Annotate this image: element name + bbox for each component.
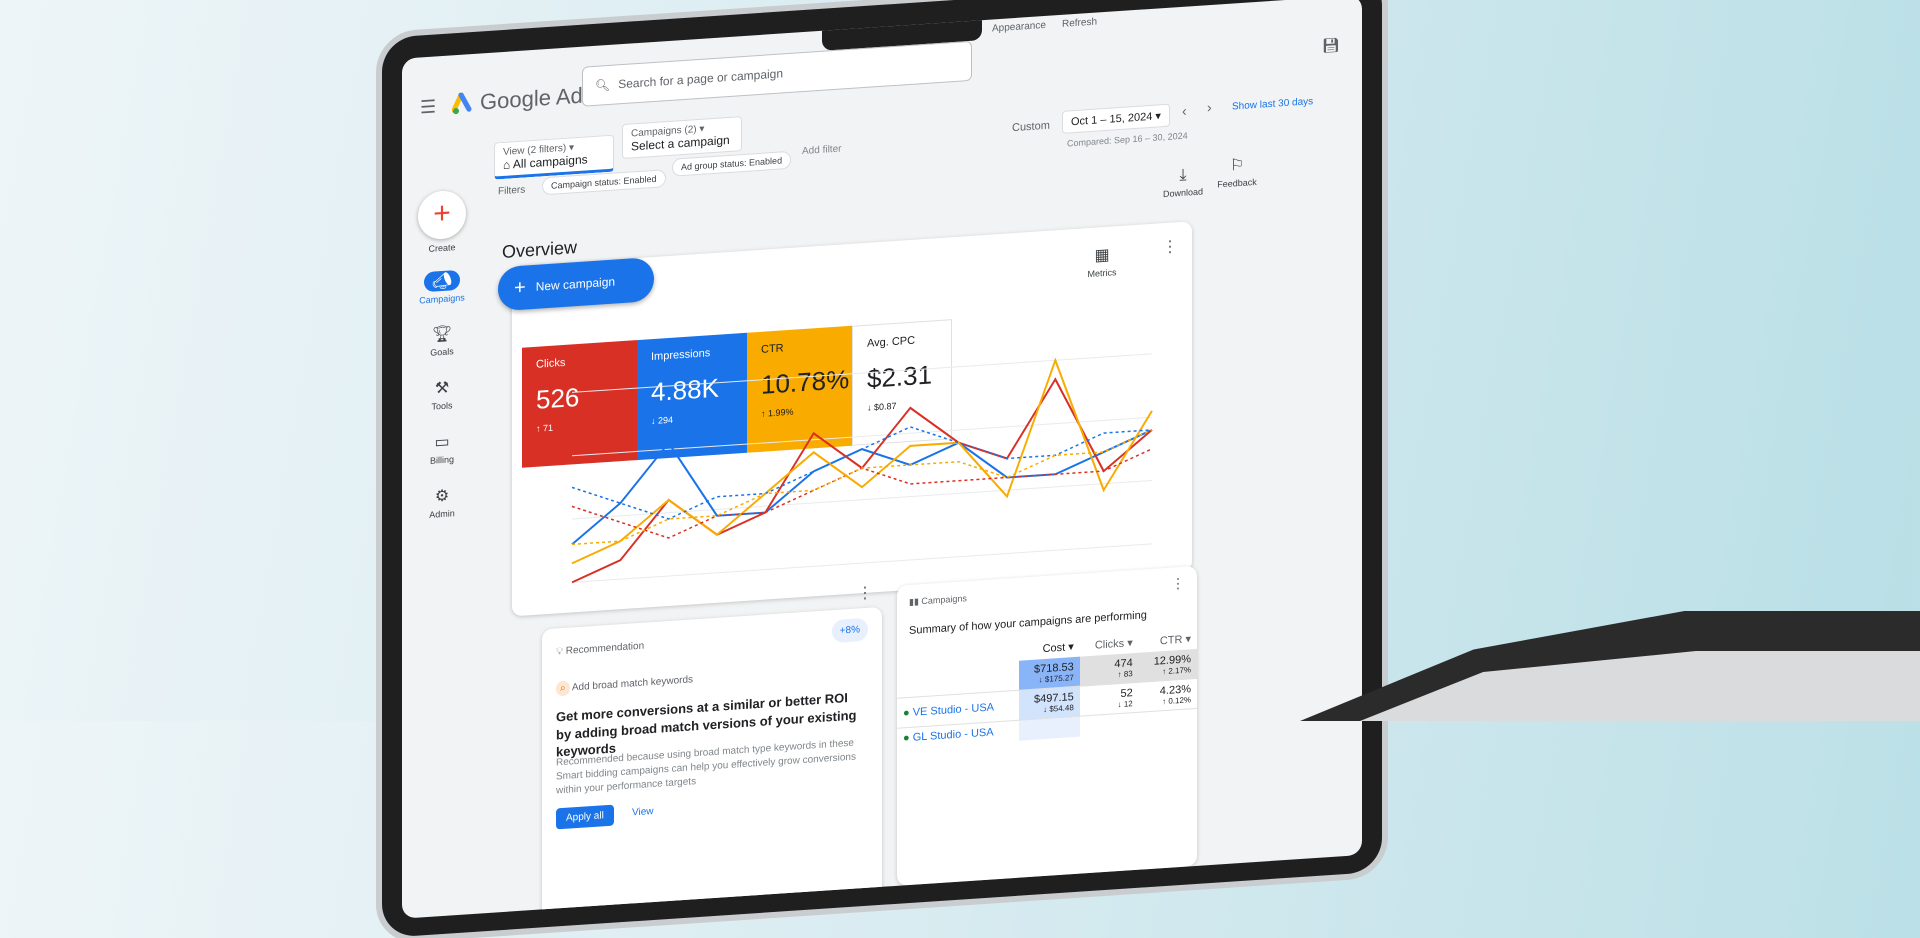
- lightbulb-icon: 💡︎: [556, 645, 566, 658]
- series-line-2: [571, 357, 1153, 565]
- recommendation-title: Recommendation: [565, 640, 645, 657]
- status-dot-icon: ●: [903, 731, 913, 745]
- custom-label: Custom: [1012, 119, 1050, 135]
- sidebar-label: Goals: [430, 346, 454, 358]
- gridline: [572, 543, 1152, 583]
- campaign-name-link[interactable]: VE Studio - USA: [912, 700, 995, 719]
- save-icon[interactable]: 💾︎: [1322, 36, 1340, 54]
- tile-label: Avg. CPC: [867, 334, 916, 350]
- refresh-link[interactable]: Refresh: [1062, 16, 1098, 30]
- sidebar-item-admin[interactable]: ⚙ Admin: [407, 484, 477, 522]
- campaigns-title: Campaigns: [921, 593, 967, 607]
- cell-delta: ↑ 0.12%: [1162, 695, 1191, 707]
- plus-icon: +: [514, 275, 526, 299]
- tools-icon: ⚒: [434, 379, 450, 398]
- series-line-1: [571, 377, 1153, 584]
- sidebar-item-campaigns[interactable]: 📣︎ Campaigns: [407, 269, 477, 307]
- search-placeholder: Search for a page or campaign: [618, 66, 783, 92]
- create-label: Create: [428, 242, 456, 254]
- appearance-link[interactable]: Appearance: [992, 19, 1046, 35]
- tile-label: CTR: [761, 342, 784, 356]
- logo[interactable]: Google Ads: [452, 82, 594, 117]
- date-range: Oct 1 – 15, 2024: [1071, 110, 1153, 129]
- sidebar-label: Tools: [431, 400, 453, 412]
- sidebar-label: Billing: [429, 454, 454, 466]
- recommendation-item: Add broad match keywords: [571, 674, 694, 694]
- filters-label: Filters: [498, 184, 526, 198]
- tile-label: Clicks: [536, 356, 566, 371]
- campaign-name-link[interactable]: GL Studio - USA: [912, 726, 994, 744]
- campaigns-dropdown[interactable]: Campaigns (2) ▾ Select a campaign: [622, 116, 742, 160]
- menu-icon[interactable]: ☰: [420, 96, 437, 118]
- series-line-4: [571, 448, 1153, 539]
- campaigns-card: ▮▮ Campaigns ⋮ Summary of how your campa…: [897, 565, 1197, 886]
- screen: Appearance Refresh ☰ Google Ads 🔍︎ Search…: [402, 0, 1362, 919]
- sidebar-label: Campaigns: [419, 292, 465, 306]
- next-icon[interactable]: ›: [1207, 98, 1212, 116]
- performance-chart: [571, 353, 1153, 584]
- metrics-button[interactable]: ▦ Metrics: [1067, 243, 1137, 281]
- tile-label: Impressions: [651, 347, 711, 364]
- metrics-icon: ▦: [1094, 246, 1110, 265]
- search-icon: ⌕: [556, 680, 570, 697]
- show-last-30-days-link[interactable]: Show last 30 days: [1232, 96, 1314, 113]
- compared-label: Compared: Sep 16 – 30, 2024: [1067, 130, 1188, 149]
- gridline: [572, 480, 1152, 520]
- status-dot-icon: ●: [903, 706, 913, 719]
- cell-delta: ↓ 12: [1117, 699, 1133, 710]
- download-label: Download: [1162, 186, 1204, 200]
- add-filter-link[interactable]: Add filter: [802, 143, 842, 158]
- feedback-label: Feedback: [1217, 176, 1257, 190]
- new-campaign-label: New campaign: [535, 274, 616, 294]
- more-icon[interactable]: ⋮: [1171, 574, 1185, 592]
- cell-delta: ↑ 2.17%: [1162, 665, 1191, 677]
- home-icon: ⌂: [503, 157, 513, 172]
- sidebar-item-tools[interactable]: ⚒ Tools: [407, 376, 477, 414]
- view-button[interactable]: View: [632, 805, 654, 819]
- app-title: Google Ads: [480, 81, 594, 115]
- overview-card: ▦ Metrics ⋮ Clicks 526 ↑ 71 Impressions 4.88…: [512, 221, 1192, 617]
- trophy-icon: 🏆︎: [431, 325, 453, 344]
- series-line-5: [572, 429, 1153, 546]
- series-line-0: [571, 428, 1153, 546]
- feedback-button[interactable]: ⚐ Feedback: [1202, 153, 1272, 191]
- search-icon: 🔍︎: [595, 77, 611, 93]
- create-button[interactable]: + Create: [407, 189, 477, 256]
- megaphone-icon: 📣︎: [424, 269, 460, 293]
- more-icon[interactable]: ⋮: [1162, 238, 1178, 257]
- plus-icon: +: [418, 189, 466, 241]
- feedback-icon: ⚐: [1229, 156, 1245, 175]
- bar-chart-icon: ▮▮: [909, 596, 922, 607]
- laptop: Appearance Refresh ☰ Google Ads 🔍︎ Search…: [382, 0, 1382, 938]
- campaigns-table: Cost ▾ Clicks ▾ CTR ▾ $718.53 ↓ $175.27 474 ↑…: [897, 628, 1197, 749]
- google-ads-logo-icon: [452, 92, 472, 115]
- date-range-dropdown[interactable]: Oct 1 – 15, 2024 ▾: [1062, 103, 1170, 134]
- page-title: Overview: [502, 237, 578, 263]
- gear-icon: ⚙: [434, 487, 450, 506]
- more-icon[interactable]: ⋮: [857, 584, 873, 603]
- credit-card-icon: ▭: [434, 433, 450, 452]
- series-line-3: [571, 426, 1152, 520]
- filter-chip-ad-group-status[interactable]: Ad group status: Enabled: [672, 150, 792, 177]
- cell-delta: ↓ $175.27: [1038, 673, 1074, 685]
- sidebar-item-goals[interactable]: 🏆︎ Goals: [407, 322, 477, 360]
- cell-delta: ↓ $54.48: [1043, 703, 1074, 715]
- sidebar-item-billing[interactable]: ▭ Billing: [407, 430, 477, 468]
- recommendation-card: 💡︎ Recommendation +8% ⌕ Add broad match …: [542, 606, 882, 919]
- sidebar-label: Admin: [429, 508, 455, 520]
- gridline: [572, 416, 1152, 457]
- uplift-badge: +8%: [831, 617, 868, 644]
- metrics-label: Metrics: [1087, 267, 1117, 280]
- cell-delta: ↑ 83: [1117, 669, 1133, 680]
- apply-all-button[interactable]: Apply all: [556, 804, 614, 830]
- search-input[interactable]: 🔍︎ Search for a page or campaign: [582, 40, 972, 107]
- prev-icon[interactable]: ‹: [1182, 102, 1187, 119]
